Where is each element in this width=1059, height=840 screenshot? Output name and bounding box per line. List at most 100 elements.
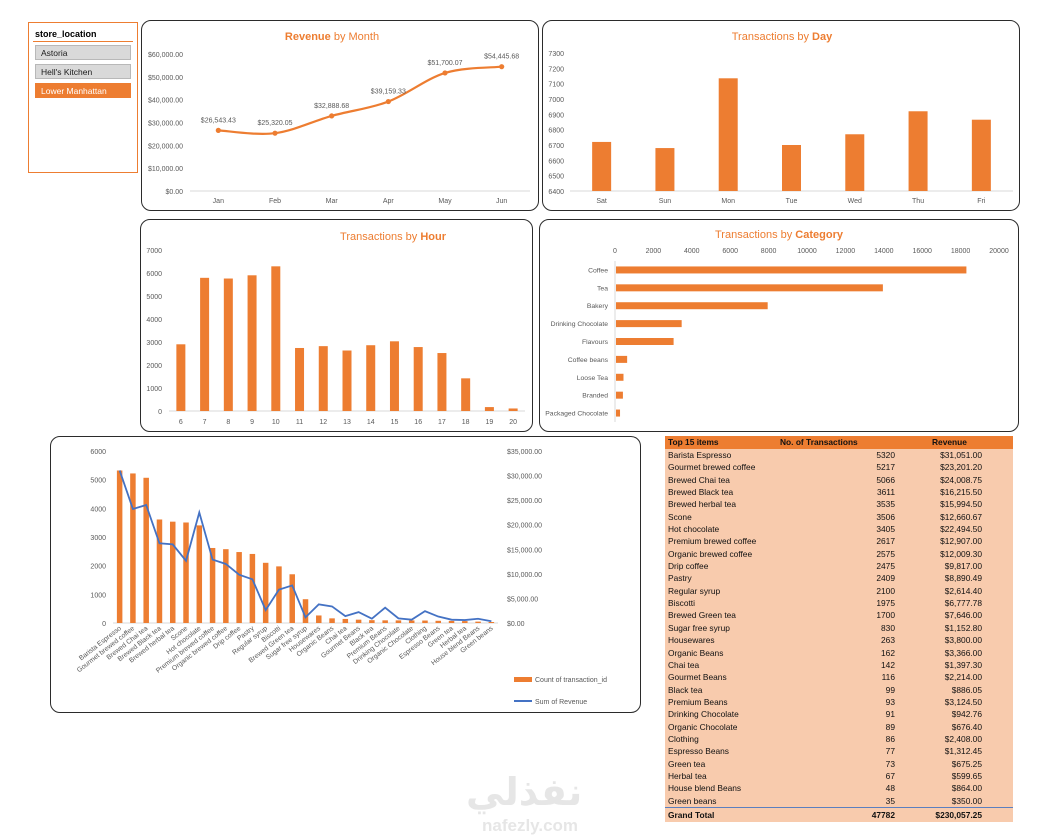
table-row: Brewed herbal tea 3535 $15,994.50 — [665, 498, 1013, 510]
data-label: $26,543.43 — [201, 117, 236, 124]
revenue-cell: $12,660.67 — [940, 511, 982, 522]
transactions-by-category-panel: Transactions by Category 0 2000 4000 6000 800… — [539, 219, 1019, 432]
watermark-logo: نفذلي nafezly.com — [462, 770, 602, 840]
y-tick-label: 7000 — [146, 248, 162, 255]
y-tick-label: 6000 — [146, 271, 162, 278]
item-name-cell: House blend Beans — [668, 783, 742, 794]
x-tick-label: 9 — [250, 419, 254, 426]
count-bar — [422, 620, 428, 623]
y-tick-label: Branded — [582, 393, 608, 400]
table-row: Chai tea 142 $1,397.30 — [665, 659, 1013, 671]
count-bar — [369, 620, 375, 623]
transactions-cell: 1975 — [876, 598, 895, 609]
watermark-latin: nafezly.com — [482, 816, 579, 835]
bar — [318, 346, 328, 411]
bar — [437, 353, 447, 411]
x-tick-label: 13 — [343, 419, 351, 426]
store-location-slicer: store_location Astoria Hell's Kitchen Lo… — [28, 22, 138, 173]
table-row: Herbal tea 67 $599.65 — [665, 770, 1013, 782]
legend-label-revenue: Sum of Revenue — [535, 699, 587, 706]
item-name-cell: Brewed Chai tea — [668, 474, 730, 485]
x-tick-label: 12000 — [836, 248, 856, 255]
item-name-cell: Regular syrup — [668, 585, 721, 596]
bar — [616, 284, 883, 292]
revenue-cell: $6,777.78 — [944, 598, 982, 609]
header-items: Top 15 items — [668, 437, 719, 447]
y-right-tick-label: $25,000.00 — [507, 498, 542, 505]
revenue-cell: $1,152.80 — [944, 622, 982, 633]
item-name-cell: Clothing — [668, 733, 699, 744]
revenue-cell: $599.65 — [951, 770, 982, 781]
table-row: Gourmet brewed coffee 5217 $23,201.20 — [665, 461, 1013, 473]
y-tick-label: 7200 — [548, 66, 564, 73]
header-transactions: No. of Transactions — [780, 437, 858, 447]
count-bar — [329, 618, 335, 623]
x-tick-label: Mar — [326, 198, 339, 205]
count-bar — [223, 549, 229, 623]
top-items-table: Top 15 items No. of Transactions Revenue… — [665, 436, 1013, 822]
table-body: Barista Espresso 5320 $31,051.00 Gourmet br… — [665, 449, 1013, 807]
table-row: Barista Espresso 5320 $31,051.00 — [665, 449, 1013, 461]
table-row: Drip coffee 2475 $9,817.00 — [665, 560, 1013, 572]
slicer-item-lower-manhattan[interactable]: Lower Manhattan — [35, 83, 131, 98]
x-tick-label: 6000 — [722, 248, 738, 255]
table-row: Premium brewed coffee 2617 $12,907.00 — [665, 535, 1013, 547]
item-name-cell: Housewares — [668, 635, 715, 646]
data-label: $51,700.07 — [427, 60, 462, 67]
slicer-item-hells-kitchen[interactable]: Hell's Kitchen — [35, 64, 131, 79]
x-tick-label: 2000 — [646, 248, 662, 255]
y-tick-label: $20,000.00 — [148, 143, 183, 150]
item-name-cell: Scone — [668, 511, 692, 522]
transactions-cell: 48 — [885, 783, 895, 794]
slicer-item-astoria[interactable]: Astoria — [35, 45, 131, 60]
bar — [176, 344, 186, 411]
x-tick-label: Jun — [496, 198, 507, 205]
y-tick-label: 3000 — [146, 340, 162, 347]
y-tick-label: 6400 — [548, 189, 564, 196]
y-left-tick-label: 3000 — [90, 535, 106, 542]
item-name-cell: Drip coffee — [668, 561, 709, 572]
bar — [616, 320, 682, 328]
bar — [413, 347, 423, 411]
bar — [782, 145, 801, 191]
y-tick-label: Packaged Chocolate — [545, 411, 608, 418]
revenue-cell: $3,800.00 — [944, 635, 982, 646]
transactions-cell: 116 — [881, 672, 895, 683]
item-name-cell: Biscotti — [668, 598, 695, 609]
y-tick-label: 7000 — [548, 97, 564, 104]
x-tick-label: 0 — [613, 248, 617, 255]
table-row: Organic Chocolate 89 $676.40 — [665, 721, 1013, 733]
bar — [718, 78, 738, 191]
count-bar — [395, 620, 402, 623]
transactions-by-category-chart: Transactions by Category 0 2000 4000 6000 800… — [545, 229, 1009, 422]
y-tick-label: 7100 — [548, 82, 564, 89]
y-tick-label: $10,000.00 — [148, 166, 183, 173]
revenue-cell: $8,890.49 — [944, 573, 982, 584]
transactions-cell: 162 — [881, 647, 895, 658]
x-tick-label: Wed — [848, 198, 862, 205]
x-tick-label: 10 — [272, 419, 280, 426]
count-bar — [156, 519, 163, 623]
bar — [655, 148, 675, 191]
y-tick-label: $0.00 — [165, 189, 183, 196]
item-name-cell: Brewed Black tea — [668, 487, 734, 498]
revenue-cell: $7,646.00 — [944, 610, 982, 621]
count-bar — [196, 525, 203, 623]
count-bar — [276, 566, 282, 623]
table-row: Pastry 2409 $8,890.49 — [665, 572, 1013, 584]
table-row: Premium Beans 93 $3,124.50 — [665, 696, 1013, 708]
count-bar — [448, 620, 455, 623]
bar — [616, 373, 624, 381]
count-bar — [289, 574, 295, 623]
x-tick-label: 18 — [462, 419, 470, 426]
bar — [845, 134, 865, 191]
table-row: Brewed Green tea 1700 $7,646.00 — [665, 609, 1013, 621]
x-tick-label: 19 — [486, 419, 494, 426]
y-tick-label: $40,000.00 — [148, 98, 183, 105]
bar — [342, 350, 352, 411]
revenue-cell: $675.25 — [951, 758, 982, 769]
transactions-cell: 5217 — [876, 462, 895, 473]
item-name-cell: Premium Beans — [668, 696, 728, 707]
y-right-tick-label: $0.00 — [507, 621, 525, 628]
x-tick-label: Feb — [269, 198, 281, 205]
